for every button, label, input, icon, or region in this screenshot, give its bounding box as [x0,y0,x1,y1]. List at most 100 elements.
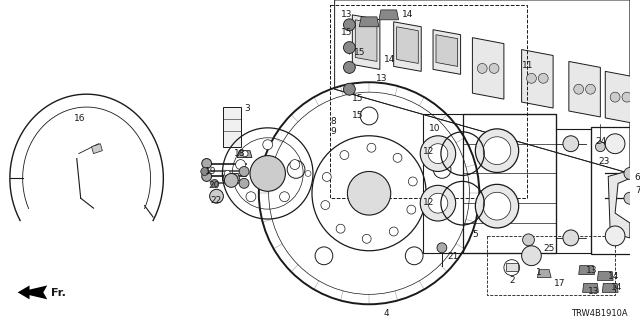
Polygon shape [579,266,595,275]
Polygon shape [608,171,630,238]
Circle shape [610,92,620,102]
Bar [223,107,241,147]
Circle shape [336,224,345,233]
Circle shape [280,192,289,202]
Text: 14: 14 [401,10,413,19]
Text: 14: 14 [384,54,396,63]
Circle shape [344,19,355,31]
Circle shape [348,172,390,215]
Circle shape [523,234,534,246]
Circle shape [246,192,256,202]
Circle shape [225,173,238,187]
Circle shape [407,205,416,214]
Circle shape [360,107,378,125]
Polygon shape [223,173,240,180]
Text: 4: 4 [384,309,390,318]
Text: 15: 15 [340,28,352,37]
Polygon shape [597,272,613,281]
Text: 13: 13 [340,10,352,19]
Polygon shape [436,35,458,67]
Text: 14: 14 [611,284,623,292]
Text: 15: 15 [353,111,364,120]
Circle shape [344,42,355,53]
Bar [463,114,556,253]
Circle shape [367,143,376,152]
Circle shape [477,63,487,73]
Circle shape [210,189,223,203]
Polygon shape [522,50,553,108]
Text: 25: 25 [543,244,555,253]
Polygon shape [353,15,380,69]
Circle shape [420,136,456,172]
Text: 19: 19 [205,166,216,175]
Circle shape [420,185,456,221]
Polygon shape [355,20,377,61]
Circle shape [225,171,230,176]
Polygon shape [538,269,551,277]
Text: 8: 8 [331,117,337,126]
Text: 10: 10 [429,124,440,133]
Polygon shape [433,30,461,74]
Circle shape [305,171,311,176]
Polygon shape [569,61,600,117]
Circle shape [595,142,605,152]
Text: 18: 18 [234,149,246,158]
Text: 23: 23 [598,156,610,165]
Polygon shape [379,10,399,20]
Circle shape [344,61,355,73]
Text: 24: 24 [595,137,607,146]
Circle shape [624,192,636,204]
Text: 13: 13 [376,74,387,83]
Polygon shape [472,38,504,99]
Circle shape [315,247,333,265]
Polygon shape [18,285,29,299]
Bar [591,127,640,254]
Circle shape [287,160,305,178]
Circle shape [433,160,451,178]
Text: 21: 21 [448,252,459,261]
Polygon shape [18,285,47,299]
Circle shape [538,73,548,83]
Circle shape [393,153,402,162]
Text: 16: 16 [74,114,85,123]
Text: 22: 22 [211,196,222,205]
Circle shape [321,201,330,210]
Polygon shape [582,284,598,292]
Circle shape [563,230,579,246]
Text: 12: 12 [423,147,435,156]
Text: 2: 2 [510,276,515,284]
Circle shape [362,234,371,243]
Text: 20: 20 [209,181,220,190]
Text: 15: 15 [355,48,366,57]
Circle shape [263,140,273,150]
Polygon shape [92,144,102,154]
Circle shape [242,151,248,156]
Text: 15: 15 [353,94,364,103]
Circle shape [437,243,447,253]
Text: 6: 6 [635,173,640,182]
Text: TRW4B1910A: TRW4B1910A [571,309,627,318]
Circle shape [239,166,249,176]
Circle shape [389,227,398,236]
Circle shape [476,184,518,228]
Circle shape [250,156,285,191]
Polygon shape [397,27,419,63]
Circle shape [211,180,218,187]
Text: 13: 13 [586,266,597,275]
Polygon shape [602,284,618,292]
Circle shape [483,137,511,164]
Circle shape [408,177,417,186]
Text: 14: 14 [608,272,620,281]
Polygon shape [237,151,252,157]
Bar [506,263,518,271]
Text: 5: 5 [472,230,478,239]
Polygon shape [359,17,379,27]
Circle shape [605,226,625,246]
Circle shape [428,193,448,213]
Circle shape [574,84,584,94]
Circle shape [527,73,536,83]
Circle shape [340,151,349,159]
Circle shape [290,160,300,170]
Text: 3: 3 [244,104,250,113]
Circle shape [624,167,636,180]
